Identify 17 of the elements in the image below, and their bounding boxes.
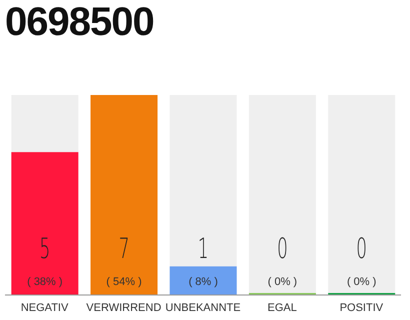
data-label: 1 bbox=[198, 234, 209, 266]
annotation: ( 0% ) bbox=[346, 276, 376, 288]
bar bbox=[170, 266, 237, 295]
annotation: ( 54% ) bbox=[106, 276, 142, 288]
annotation: ( 0% ) bbox=[268, 276, 298, 288]
annotation: ( 38% ) bbox=[27, 276, 63, 288]
data-label: 0 bbox=[356, 234, 367, 266]
x-tick-label: EGAL bbox=[268, 302, 297, 314]
data-label: 0 bbox=[277, 234, 288, 266]
x-tick-label: POSITIV bbox=[340, 302, 384, 314]
data-label: 7 bbox=[118, 234, 130, 266]
x-tick-label: VERWIRREND bbox=[86, 302, 162, 314]
data-label: 5 bbox=[39, 234, 50, 266]
chart-title: 0698500 bbox=[5, 0, 154, 44]
annotation: ( 8% ) bbox=[188, 276, 218, 288]
x-tick-label: UNBEKANNTE bbox=[165, 302, 241, 314]
x-tick-label: NEGATIV bbox=[20, 302, 69, 314]
